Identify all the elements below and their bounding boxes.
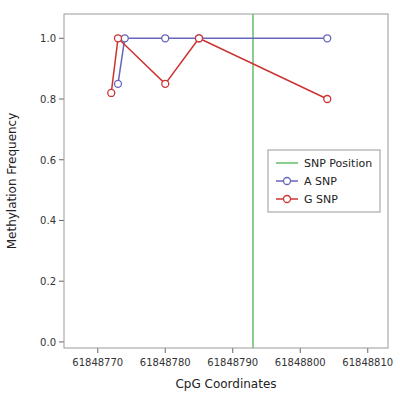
point: [162, 35, 169, 42]
legend-swatch: [276, 162, 298, 164]
chart: 61848770 61848780 61848790 61848800 61848810…: [0, 0, 400, 400]
point: [115, 80, 122, 87]
y-tick-label: 0.6: [40, 155, 56, 166]
point: [196, 35, 203, 42]
point: [115, 35, 122, 42]
point: [121, 35, 128, 42]
legend-label: G SNP: [304, 193, 338, 206]
y-tick-label: 0.0: [40, 337, 56, 348]
y-tick-label: 1.0: [40, 33, 56, 44]
legend-box: [268, 150, 380, 212]
x-tick: [97, 348, 98, 353]
y-tick: [59, 341, 64, 342]
point: [108, 89, 115, 96]
y-axis-label: Methylation Frequency: [5, 113, 19, 250]
point: [324, 35, 331, 42]
y-tick: [59, 38, 64, 39]
legend-label: SNP Position: [304, 157, 372, 170]
point: [162, 80, 169, 87]
y-tick: [59, 99, 64, 100]
legend-marker: [284, 178, 291, 185]
series-line: [118, 38, 327, 84]
y-tick: [59, 281, 64, 282]
x-tick: [165, 348, 166, 353]
legend-marker: [284, 196, 291, 203]
legend-label: A SNP: [304, 175, 337, 188]
series-line: [111, 38, 327, 99]
x-tick-label: 61848800: [275, 357, 326, 368]
y-tick-label: 0.2: [40, 276, 56, 287]
x-tick-label: 61848770: [72, 357, 123, 368]
y-tick-label: 0.4: [40, 215, 56, 226]
x-tick: [232, 348, 233, 353]
plot-frame: [64, 14, 388, 348]
y-tick: [59, 159, 64, 160]
x-tick: [367, 348, 368, 353]
x-tick-label: 61848780: [140, 357, 191, 368]
y-tick: [59, 220, 64, 221]
x-axis-label: CpG Coordinates: [175, 377, 276, 391]
x-tick-label: 61848790: [207, 357, 258, 368]
plot-area: [108, 14, 331, 348]
legend: SNP Position A SNP G SNP: [268, 150, 380, 212]
axes: 61848770 61848780 61848790 61848800 61848810…: [40, 33, 393, 368]
point: [324, 96, 331, 103]
point: [196, 35, 203, 42]
y-tick-label: 0.8: [40, 94, 56, 105]
x-tick: [300, 348, 301, 353]
x-tick-label: 61848810: [342, 357, 393, 368]
